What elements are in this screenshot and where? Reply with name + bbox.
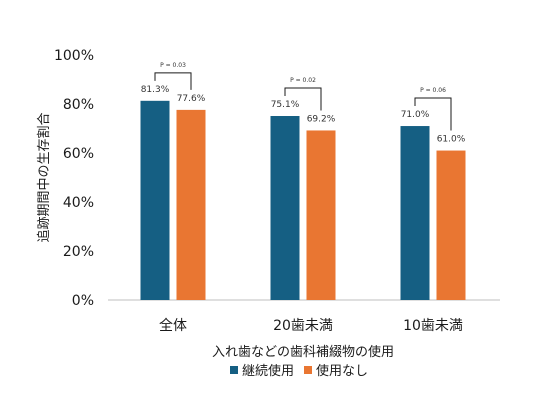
category-labels: 全体 20歯未満 10歯未満 xyxy=(159,317,463,334)
y-tick-label: 80% xyxy=(63,97,94,113)
bar-continued-use xyxy=(140,100,170,300)
category-label: 20歯未満 xyxy=(273,318,333,334)
bar-no-use xyxy=(436,150,466,300)
y-tick-label: 40% xyxy=(63,195,94,211)
y-tick-label: 0% xyxy=(72,293,94,309)
data-label: 77.6% xyxy=(177,94,206,104)
x-axis-title: 入れ歯などの歯科補綴物の使用 xyxy=(212,344,394,360)
bars: 81.3% 77.6% 75.1% 69.2% 71.0% 61.0% xyxy=(140,85,466,300)
data-label: 71.0% xyxy=(401,110,430,120)
bar-continued-use xyxy=(400,126,430,300)
legend-label: 継続使用 xyxy=(242,363,294,379)
y-axis-ticks: 0% 20% 40% 60% 80% 100% xyxy=(54,48,94,309)
bar-no-use xyxy=(176,109,206,300)
legend-swatch xyxy=(304,366,312,374)
bar-continued-use xyxy=(270,116,300,300)
y-axis-title: 追跡期間中の生存割合 xyxy=(36,112,52,242)
y-tick-label: 60% xyxy=(63,146,94,162)
data-label: 61.0% xyxy=(437,135,466,145)
category-label: 10歯未満 xyxy=(403,318,463,334)
p-value-annotation: P = 0.06 xyxy=(420,87,446,94)
significance-brackets: P = 0.03 P = 0.02 P = 0.06 xyxy=(154,62,452,131)
data-label: 81.3% xyxy=(141,85,170,95)
p-value-annotation: P = 0.02 xyxy=(290,77,316,84)
significance-bracket xyxy=(284,87,322,111)
y-tick-label: 100% xyxy=(54,48,94,64)
legend: 継続使用 使用なし xyxy=(230,363,368,379)
category-label: 全体 xyxy=(159,317,187,334)
legend-label: 使用なし xyxy=(316,363,368,379)
y-tick-label: 20% xyxy=(63,244,94,260)
data-label: 69.2% xyxy=(307,114,336,124)
data-label: 75.1% xyxy=(271,100,300,110)
legend-swatch xyxy=(230,366,238,374)
significance-bracket xyxy=(154,72,192,90)
p-value-annotation: P = 0.03 xyxy=(160,62,186,69)
significance-bracket xyxy=(414,97,452,131)
bar-no-use xyxy=(306,130,336,300)
